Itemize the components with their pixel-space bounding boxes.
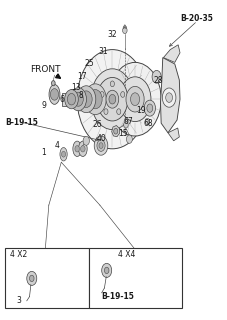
Text: B-19-15: B-19-15 xyxy=(102,292,134,301)
Circle shape xyxy=(102,263,112,277)
FancyBboxPatch shape xyxy=(5,248,89,308)
Circle shape xyxy=(81,146,85,152)
Polygon shape xyxy=(163,45,180,62)
Text: 40: 40 xyxy=(96,134,106,143)
Text: 15: 15 xyxy=(118,129,127,138)
Circle shape xyxy=(52,81,55,86)
Text: 31: 31 xyxy=(99,47,108,56)
Text: 8: 8 xyxy=(78,92,83,100)
Circle shape xyxy=(91,69,134,130)
Text: 19: 19 xyxy=(136,106,146,115)
Text: B-19-15: B-19-15 xyxy=(5,118,38,127)
Circle shape xyxy=(152,70,161,83)
Circle shape xyxy=(114,128,118,134)
Circle shape xyxy=(27,271,37,285)
Circle shape xyxy=(94,136,108,155)
Text: 17: 17 xyxy=(77,72,86,81)
Text: 6: 6 xyxy=(60,95,65,104)
Text: 4 X2: 4 X2 xyxy=(10,250,27,259)
Circle shape xyxy=(117,109,121,115)
FancyBboxPatch shape xyxy=(89,248,182,308)
Ellipse shape xyxy=(60,148,67,161)
Circle shape xyxy=(106,90,119,108)
Circle shape xyxy=(104,109,108,115)
Ellipse shape xyxy=(79,141,87,156)
Circle shape xyxy=(77,50,148,149)
Circle shape xyxy=(69,93,76,102)
Circle shape xyxy=(80,91,92,108)
Circle shape xyxy=(77,86,96,113)
Text: 4 X4: 4 X4 xyxy=(118,250,136,259)
Circle shape xyxy=(65,90,78,109)
Circle shape xyxy=(73,92,83,106)
Circle shape xyxy=(97,140,105,151)
Circle shape xyxy=(109,94,116,104)
Text: B-20-35: B-20-35 xyxy=(180,14,213,23)
Text: 1: 1 xyxy=(41,148,45,157)
Text: 67: 67 xyxy=(123,117,133,126)
Polygon shape xyxy=(160,58,180,133)
Circle shape xyxy=(100,92,104,97)
Circle shape xyxy=(30,275,34,282)
Circle shape xyxy=(166,93,173,102)
Circle shape xyxy=(83,136,89,145)
Ellipse shape xyxy=(68,89,77,106)
Circle shape xyxy=(84,84,106,115)
Circle shape xyxy=(109,62,161,136)
Ellipse shape xyxy=(73,141,81,156)
Circle shape xyxy=(121,92,125,97)
Circle shape xyxy=(131,93,140,106)
Circle shape xyxy=(147,104,153,112)
Circle shape xyxy=(124,122,128,128)
Circle shape xyxy=(67,93,76,105)
Circle shape xyxy=(162,88,176,107)
Circle shape xyxy=(123,27,127,34)
Circle shape xyxy=(145,118,150,125)
Text: 68: 68 xyxy=(144,119,153,128)
Circle shape xyxy=(110,81,114,87)
Text: 4: 4 xyxy=(54,141,59,150)
Circle shape xyxy=(144,100,155,116)
Circle shape xyxy=(97,77,128,121)
Text: 13: 13 xyxy=(71,84,81,92)
Circle shape xyxy=(75,146,79,152)
Text: 9: 9 xyxy=(42,101,47,110)
FancyBboxPatch shape xyxy=(62,93,94,106)
Polygon shape xyxy=(168,128,179,141)
Text: 26: 26 xyxy=(93,120,102,129)
Text: 32: 32 xyxy=(108,30,117,39)
Circle shape xyxy=(50,89,59,100)
Circle shape xyxy=(104,267,109,274)
Circle shape xyxy=(70,88,86,111)
Circle shape xyxy=(126,135,132,143)
Circle shape xyxy=(62,151,66,157)
Text: 25: 25 xyxy=(85,60,94,68)
Circle shape xyxy=(99,143,103,148)
Circle shape xyxy=(89,90,102,109)
Ellipse shape xyxy=(49,84,60,104)
Circle shape xyxy=(126,86,144,112)
Text: FRONT: FRONT xyxy=(30,65,61,74)
Polygon shape xyxy=(123,25,127,29)
Circle shape xyxy=(119,77,151,122)
Text: 3: 3 xyxy=(17,296,22,305)
Polygon shape xyxy=(112,125,120,137)
Text: 28: 28 xyxy=(153,76,163,85)
